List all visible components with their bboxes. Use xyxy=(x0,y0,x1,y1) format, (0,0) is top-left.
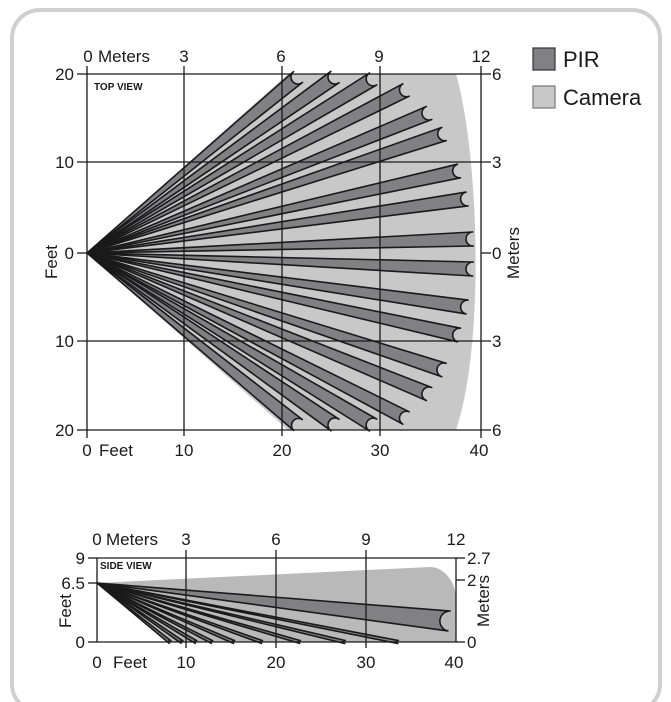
top-meters-axis-title: Meters xyxy=(98,47,150,66)
side-feet-tick: 10 xyxy=(177,653,196,672)
top-feet-tick: 30 xyxy=(371,441,390,460)
side-view-label: SIDE VIEW xyxy=(100,561,152,572)
top-pir-finger xyxy=(86,83,410,254)
top-right-tick: 3 xyxy=(492,332,501,351)
top-pir-finger xyxy=(86,252,433,402)
top-left-tick: 0 xyxy=(65,244,74,263)
side-pir-finger xyxy=(96,582,172,644)
top-left-tick: 20 xyxy=(55,65,74,84)
side-pir-finger xyxy=(96,582,184,644)
side-left-axis-title: Feet xyxy=(56,594,75,628)
top-meters-tick: 6 xyxy=(276,47,285,66)
side-meters-tick: 12 xyxy=(447,530,466,549)
top-view-label: TOP VIEW xyxy=(94,82,143,93)
top-feet-tick: 40 xyxy=(470,441,489,460)
side-pir-finger xyxy=(96,582,198,645)
top-pir-finger xyxy=(86,163,462,254)
side-meters-tick: 9 xyxy=(361,530,370,549)
legend-swatch-camera xyxy=(532,85,556,109)
top-left-tick: 20 xyxy=(55,421,74,440)
top-meters-tick: 0 xyxy=(83,47,92,66)
top-pir-finger xyxy=(86,252,469,315)
side-left-tick: 6.5 xyxy=(61,574,85,593)
side-grid xyxy=(88,550,465,648)
side-right-tick: 2 xyxy=(467,571,476,590)
top-left-tick: 10 xyxy=(55,153,74,172)
top-left-axis-title: Feet xyxy=(42,245,61,279)
top-pir-finger xyxy=(86,252,447,378)
side-feet-tick: 30 xyxy=(357,653,376,672)
side-feet-tick: 40 xyxy=(445,653,464,672)
side-meters-axis-title: Meters xyxy=(106,530,158,549)
top-meters-tick: 12 xyxy=(472,47,491,66)
top-right-tick: 6 xyxy=(492,65,501,84)
side-pir-finger xyxy=(96,582,451,632)
top-pir-finger xyxy=(86,105,433,254)
side-right-axis-title: Meters xyxy=(474,575,493,627)
top-meters-tick: 9 xyxy=(374,47,383,66)
side-left-tick: 0 xyxy=(76,633,85,652)
side-feet-tick: 20 xyxy=(267,653,286,672)
legend-label-pir: PIR xyxy=(563,47,600,72)
top-right-tick: 0 xyxy=(492,244,501,263)
top-pir-finger xyxy=(86,126,447,254)
top-feet-axis-title: Feet xyxy=(99,441,133,460)
top-feet-tick: 0 xyxy=(82,441,91,460)
top-pir-fingers xyxy=(86,70,475,432)
top-feet-tick: 20 xyxy=(273,441,292,460)
top-view-panel: TOP VIEW 0 Meters 3 6 9 12 0 Feet 10 20 … xyxy=(42,47,523,460)
side-feet-axis-title: Feet xyxy=(113,653,147,672)
top-pir-finger xyxy=(86,191,469,254)
top-grid xyxy=(77,66,491,438)
side-pir-fingers xyxy=(96,582,451,645)
legend: PIR Camera xyxy=(532,47,642,110)
top-pir-finger xyxy=(86,252,410,425)
top-right-tick: 3 xyxy=(492,153,501,172)
side-right-tick: 0 xyxy=(467,633,476,652)
side-feet-tick: 0 xyxy=(92,653,101,672)
top-left-tick: 10 xyxy=(55,332,74,351)
side-meters-tick: 0 xyxy=(92,530,101,549)
top-right-axis-title: Meters xyxy=(504,227,523,279)
legend-swatch-pir xyxy=(532,47,556,71)
side-meters-tick: 6 xyxy=(271,530,280,549)
top-meters-tick: 3 xyxy=(179,47,188,66)
side-view-panel: SIDE VIEW 0 Meters 3 6 9 12 0 Feet 10 20… xyxy=(56,530,493,672)
legend-label-camera: Camera xyxy=(563,85,642,110)
side-right-tick: 2.7 xyxy=(467,549,491,568)
side-left-tick: 9 xyxy=(76,549,85,568)
side-meters-tick: 3 xyxy=(181,530,190,549)
top-feet-tick: 10 xyxy=(175,441,194,460)
top-right-tick: 6 xyxy=(492,421,501,440)
